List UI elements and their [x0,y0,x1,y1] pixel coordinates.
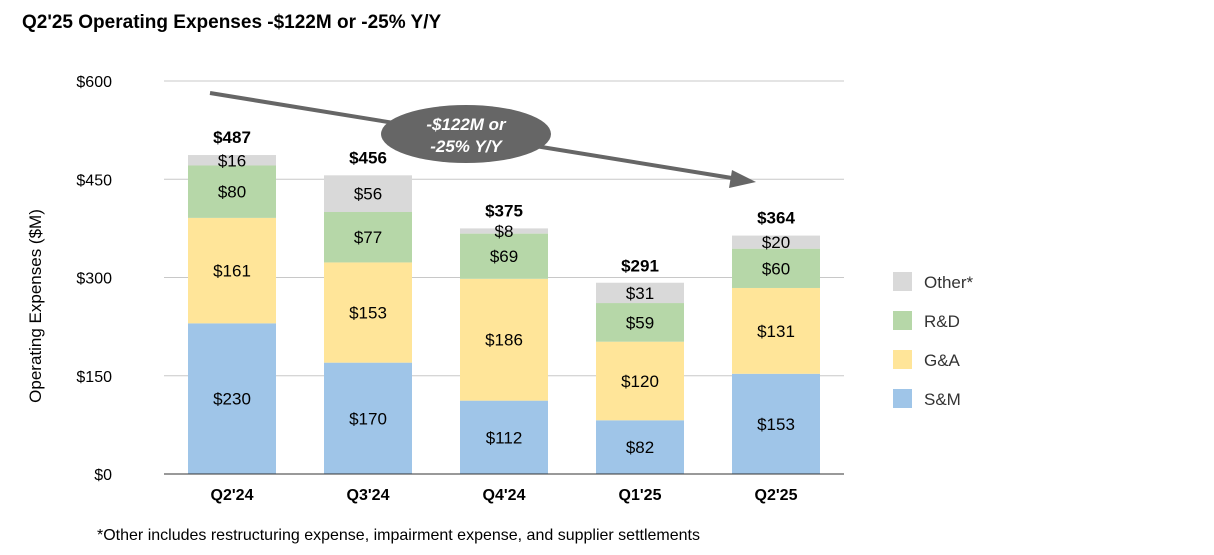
y-tick-label: $600 [76,74,112,91]
legend-swatch [893,311,912,330]
bar-segment-label: $161 [213,262,251,281]
bar-segment [188,323,276,474]
bar-segment-label: $120 [621,372,659,391]
bar-segment [324,262,412,363]
legend-label: Other* [924,273,974,292]
bar-segment-label: $60 [762,259,790,278]
y-axis-label: Operating Expenses ($M) [26,209,45,403]
x-tick-label: Q1'25 [619,487,662,504]
bar-segment [732,248,820,288]
bar-segment [324,175,412,212]
bars: $230 $161 $80 $16 $487 $170 $153 $77 $56 $456 $112… [188,128,820,474]
bar-stack: $112 $186 $69 $8 $375 [460,201,548,474]
legend-label: S&M [924,390,961,409]
bar-stack: $82 $120 $59 $31 $291 [596,256,684,474]
trend-callout-bubble [381,105,551,163]
x-tick-label: Q3'24 [347,487,390,504]
footnote: *Other includes restructuring expense, i… [97,527,700,544]
bar-segment-label: $56 [354,185,382,204]
bar-segment [460,233,548,279]
legend-label: R&D [924,312,960,331]
bar-segment-label: $80 [218,183,246,202]
bar-segment [324,212,412,263]
legend: Other* R&D G&A S&M [893,272,974,409]
bar-segment-label: $153 [349,304,387,323]
bar-total-label: $291 [621,256,659,275]
trend-callout-line1: -$122M or [426,115,507,134]
trend-arrow-head [729,170,756,188]
trend-callout-line2: -25% Y/Y [430,137,503,156]
bar-segment [188,155,276,166]
bar-segment-label: $59 [626,313,654,332]
bar-segment-label: $230 [213,390,251,409]
y-tick-label: $450 [76,172,112,189]
bar-segment [324,362,412,474]
stacked-bar-chart: $0 $150 $300 $450 $600 Operating Expenses ($… [26,74,974,504]
bar-segment [596,341,684,421]
bar-segment-label: $31 [626,284,654,303]
x-axis-labels: Q2'24 Q3'24 Q4'24 Q1'25 Q2'25 [211,487,798,504]
bar-segment [732,373,820,474]
legend-swatch [893,389,912,408]
bar-segment [188,217,276,324]
x-tick-label: Q2'24 [211,487,254,504]
bar-segment-label: $8 [495,222,514,241]
chart-title: Q2'25 Operating Expenses -$122M or -25% … [22,12,442,33]
bar-total-label: $456 [349,148,387,167]
bar-stack: $230 $161 $80 $16 $487 [188,128,276,474]
bar-segment-label: $153 [757,415,795,434]
bar-segment-label: $170 [349,409,387,428]
legend-label: G&A [924,351,961,370]
bar-segment-label: $20 [762,233,790,252]
bar-segment [460,400,548,474]
bar-total-label: $364 [757,209,795,228]
bar-segment-label: $82 [626,438,654,457]
bar-stack: $153 $131 $60 $20 $364 [732,209,820,474]
bar-segment [188,165,276,218]
bar-total-label: $375 [485,201,523,220]
y-axis-ticks: $0 $150 $300 $450 $600 [76,74,112,484]
bar-segment-label: $186 [485,331,523,350]
bar-segment [732,235,820,249]
y-tick-label: $300 [76,271,112,288]
bar-segment [460,278,548,401]
x-tick-label: Q4'24 [483,487,526,504]
legend-swatch [893,350,912,369]
bar-segment [732,287,820,374]
bar-segment [460,228,548,234]
bar-total-label: $487 [213,128,251,147]
bar-segment [596,303,684,342]
legend-swatch [893,272,912,291]
y-tick-label: $0 [94,467,112,484]
bar-segment [596,420,684,474]
trend-annotation: -$122M or -25% Y/Y [209,91,756,188]
bar-segment [596,282,684,304]
bar-segment-label: $69 [490,247,518,266]
bar-stack: $170 $153 $77 $56 $456 [324,148,412,474]
y-tick-label: $150 [76,369,112,386]
bar-segment-label: $77 [354,228,382,247]
bar-segment-label: $112 [486,428,523,447]
x-tick-label: Q2'25 [755,487,798,504]
bar-segment-label: $131 [757,322,795,341]
bar-segment-label: $16 [218,151,246,170]
